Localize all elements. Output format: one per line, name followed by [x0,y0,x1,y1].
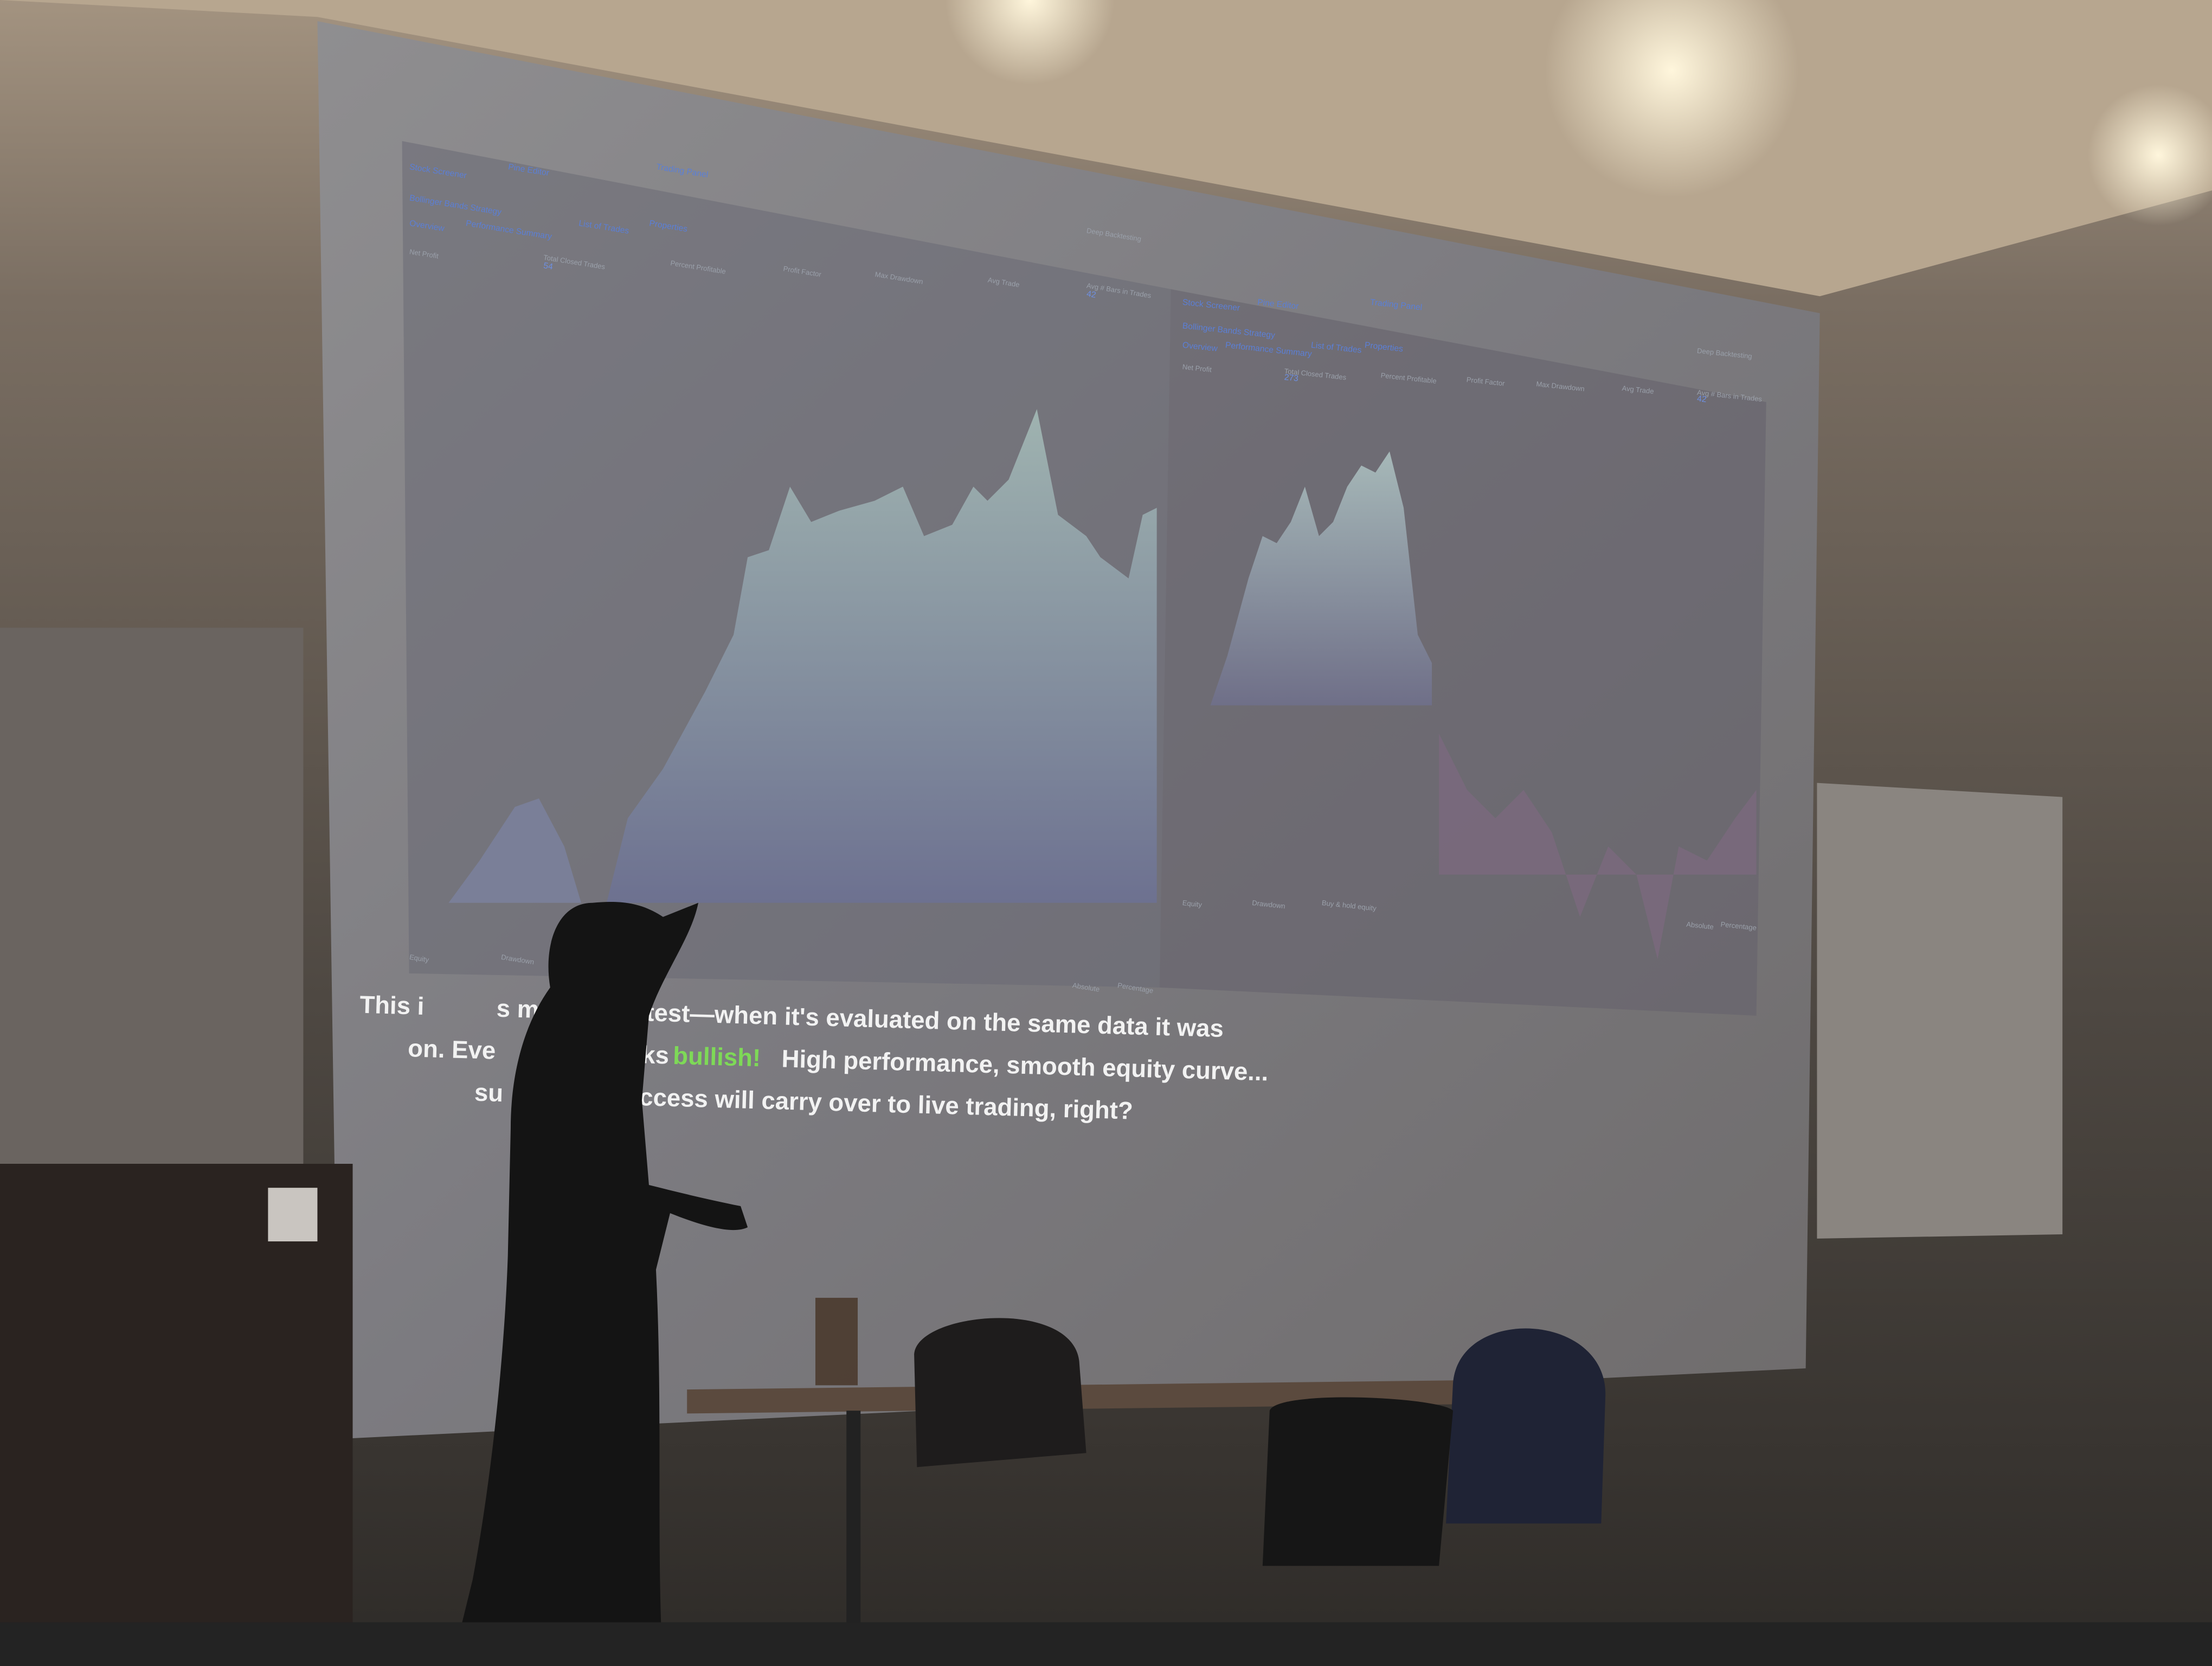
legend-item: Equity [1182,899,1203,909]
scale-option: Percentage [1720,920,1757,932]
metric-value: 54 [543,261,554,272]
chair [1446,1328,1606,1524]
caption-text: This i [359,991,425,1020]
scale-option: Absolute [1686,920,1714,931]
cup [815,1298,858,1386]
podium [0,1163,353,1666]
caption-text: su [474,1079,504,1107]
metric-label: Profit Factor [1466,375,1506,387]
light [1545,0,1799,198]
legend-item: Equity [409,953,430,964]
metric-value: 42 [1696,394,1707,405]
caption-text: on. Eve [408,1034,496,1064]
caption-text: bullish! [673,1042,761,1072]
presenter [451,901,748,1666]
metric-label: Net Profit [1182,363,1212,374]
equity-area [448,798,582,903]
legend-item: Drawdown [1252,899,1286,910]
chair [914,1318,1086,1468]
tab: Overview [1182,341,1218,354]
chair [1262,1397,1454,1566]
drawdown-area [1439,733,1757,959]
equity-area [1210,451,1432,706]
light [945,0,1115,85]
light [2088,85,2212,226]
left-whiteboard [0,627,304,1164]
right-panel [1159,289,1766,1016]
floor [0,1622,2212,1666]
metric-value: 273 [1284,373,1299,383]
scale-option: Absolute [1072,981,1100,994]
equity-area [606,409,1157,903]
metric-value: 42 [1086,289,1097,300]
metric-label: Avg Trade [1622,384,1654,395]
right-whiteboard [1817,783,2063,1239]
podium-sign [268,1188,318,1242]
